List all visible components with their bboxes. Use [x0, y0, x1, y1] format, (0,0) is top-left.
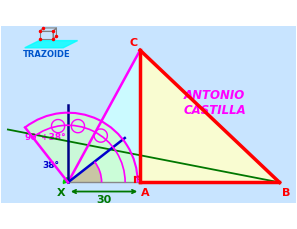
Text: TRAZOIDE: TRAZOIDE	[23, 50, 70, 59]
Text: B: B	[282, 188, 291, 198]
Wedge shape	[63, 177, 68, 184]
Text: C: C	[129, 38, 138, 48]
Polygon shape	[25, 41, 78, 48]
Polygon shape	[68, 50, 140, 182]
Text: t: t	[137, 175, 140, 181]
Text: 38°: 38°	[43, 161, 60, 170]
Text: X: X	[56, 188, 65, 198]
Wedge shape	[25, 113, 138, 182]
Text: 30: 30	[97, 195, 112, 205]
Wedge shape	[68, 162, 102, 182]
Polygon shape	[1, 26, 296, 203]
Text: 90°+38°: 90°+38°	[25, 134, 66, 142]
Text: ANTONIO: ANTONIO	[184, 89, 245, 102]
Text: A: A	[141, 188, 150, 198]
Text: CASTILLA: CASTILLA	[183, 104, 246, 117]
Polygon shape	[140, 50, 279, 182]
